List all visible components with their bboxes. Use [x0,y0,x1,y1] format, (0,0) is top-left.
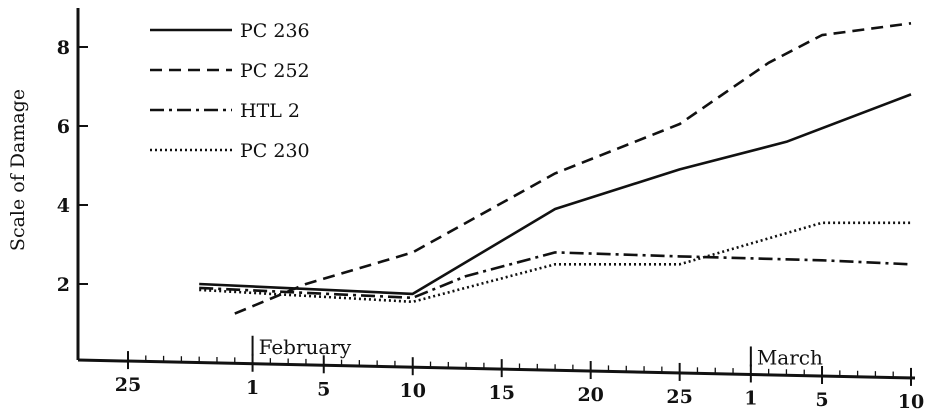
legend-label: PC 252 [240,60,310,82]
x-tick-label: 15 [488,382,514,404]
x-tick-label: 20 [577,384,603,406]
series-lines [199,22,912,315]
series-line-htl-2 [199,251,912,300]
x-tick-label: 10 [898,391,924,413]
legend-label: PC 230 [240,140,310,162]
x-axis-line [77,358,916,380]
legend-label: HTL 2 [240,100,300,122]
x-tick-label: 10 [400,380,426,402]
x-tick-label: 1 [246,377,259,399]
x-tick-label: 1 [744,387,757,409]
legend-label: PC 236 [240,20,310,42]
month-label: February [259,335,352,359]
series-line-pc-252 [234,22,912,315]
series-line-pc-236 [199,93,912,296]
x-tick-label: 5 [815,389,828,411]
y-tick-label: 2 [57,274,70,296]
x-tick-label: 25 [666,386,692,408]
y-axis-ticks: 2 4 6 8 [57,37,88,296]
month-label: March [757,345,823,369]
x-tick-label: 5 [317,378,330,400]
x-tick-label: 25 [115,374,141,396]
y-tick-label: 8 [57,37,70,59]
y-tick-label: 4 [57,195,70,217]
y-axis-title: Scale of Damage [7,89,29,251]
y-tick-label: 6 [57,116,70,138]
legend: PC 236 PC 252 HTL 2 PC 230 [150,20,310,162]
